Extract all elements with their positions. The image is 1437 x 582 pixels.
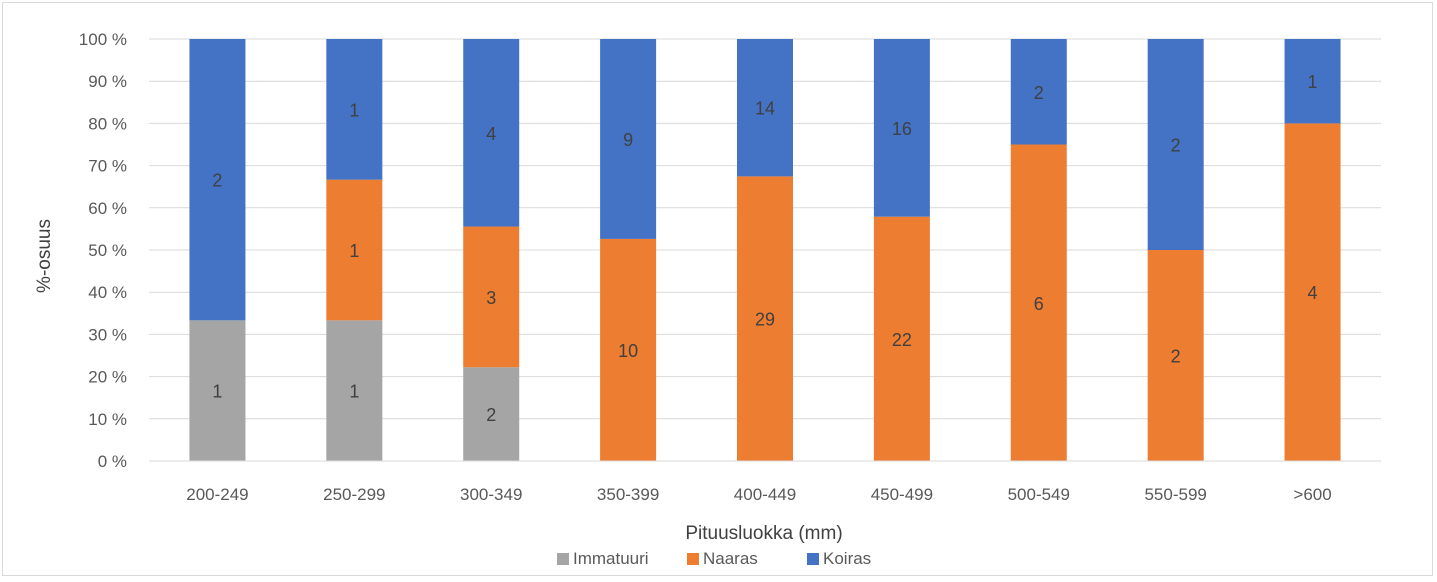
y-tick-label: 100 %: [79, 30, 127, 49]
bar-segment: [873, 39, 930, 217]
x-tick-label: 500-549: [1008, 485, 1070, 504]
y-tick-label: 40 %: [88, 283, 127, 302]
legend-item: Naaras: [687, 549, 758, 568]
data-label: 2: [1171, 347, 1181, 367]
legend-swatch: [557, 553, 569, 565]
y-tick-label: 50 %: [88, 241, 127, 260]
bar-segment: [1010, 144, 1067, 461]
data-label: 3: [486, 288, 496, 308]
y-tick-label: 70 %: [88, 157, 127, 176]
legend-label: Immatuuri: [573, 549, 649, 568]
data-label: 1: [212, 382, 222, 402]
x-tick-label: 300-349: [460, 485, 522, 504]
bar-segment: [189, 320, 246, 461]
data-label: 14: [755, 99, 775, 119]
legend-swatch: [687, 553, 699, 565]
bar-segment: [463, 39, 520, 227]
y-tick-label: 0 %: [98, 452, 127, 471]
legend-label: Koiras: [823, 549, 871, 568]
bar-segment: [1284, 39, 1341, 124]
x-tick-label: >600: [1293, 485, 1331, 504]
bar-segment: [1010, 39, 1067, 145]
data-label: 6: [1034, 294, 1044, 314]
bar-segment: [737, 39, 793, 177]
bars: [189, 39, 1341, 462]
bar-segment: [873, 216, 930, 461]
legend-swatch: [807, 553, 819, 565]
data-label: 22: [892, 330, 912, 350]
x-tick-label: 450-499: [871, 485, 933, 504]
data-label: 1: [1308, 72, 1318, 92]
data-label: 1: [349, 100, 359, 120]
x-axis-ticks: 200-249 250-299 300-349 350-399 400-449 450-4…: [149, 460, 1381, 504]
bar-segment: [737, 176, 793, 461]
bar-segment: [1147, 250, 1204, 461]
legend: Immatuuri Naaras Koiras: [557, 549, 871, 568]
bar-segment: [1147, 39, 1204, 250]
bar-segment: [1284, 123, 1341, 462]
x-axis-label: Pituusluokka (mm): [685, 523, 842, 544]
y-axis-label: %-osuus: [34, 219, 55, 293]
data-label: 29: [755, 310, 775, 330]
data-label: 16: [892, 119, 912, 139]
y-tick-label: 20 %: [88, 368, 127, 387]
y-tick-label: 80 %: [88, 114, 127, 133]
data-label: 2: [486, 405, 496, 425]
x-tick-label: 200-249: [186, 485, 248, 504]
legend-label: Naaras: [703, 549, 758, 568]
legend-item: Koiras: [807, 549, 871, 568]
bar-segment: [326, 39, 383, 180]
stacked-bar-chart: 0 % 10 % 20 % 30 % 40 % 50 % 60 % 70 % 80 % 90 % 1…: [34, 30, 1381, 568]
y-axis-ticks: 0 % 10 % 20 % 30 % 40 % 50 % 60 % 70 % 80 % 90 % 1…: [79, 30, 127, 471]
bar-segment: [189, 39, 246, 321]
data-label: 1: [349, 241, 359, 261]
bar-segment: [463, 226, 520, 368]
y-tick-label: 10 %: [88, 410, 127, 429]
data-label: 4: [486, 124, 496, 144]
x-tick-label: 250-299: [323, 485, 385, 504]
data-label: 10: [618, 341, 638, 361]
bar-segment: [600, 39, 657, 239]
data-label: 2: [212, 171, 222, 191]
data-label: 4: [1308, 283, 1318, 303]
data-label: 1: [349, 382, 359, 402]
x-tick-label: 400-449: [734, 485, 796, 504]
legend-item: Immatuuri: [557, 549, 649, 568]
data-label: 9: [623, 130, 633, 150]
bar-segment: [600, 238, 657, 461]
x-tick-label: 350-399: [597, 485, 659, 504]
y-tick-label: 60 %: [88, 199, 127, 218]
x-tick-label: 550-599: [1144, 485, 1206, 504]
bar-segment: [463, 367, 520, 461]
y-tick-label: 90 %: [88, 72, 127, 91]
data-label: 2: [1034, 83, 1044, 103]
bar-segment: [326, 179, 383, 321]
bar-segment: [326, 320, 383, 461]
data-label: 2: [1171, 136, 1181, 156]
y-tick-label: 30 %: [88, 325, 127, 344]
